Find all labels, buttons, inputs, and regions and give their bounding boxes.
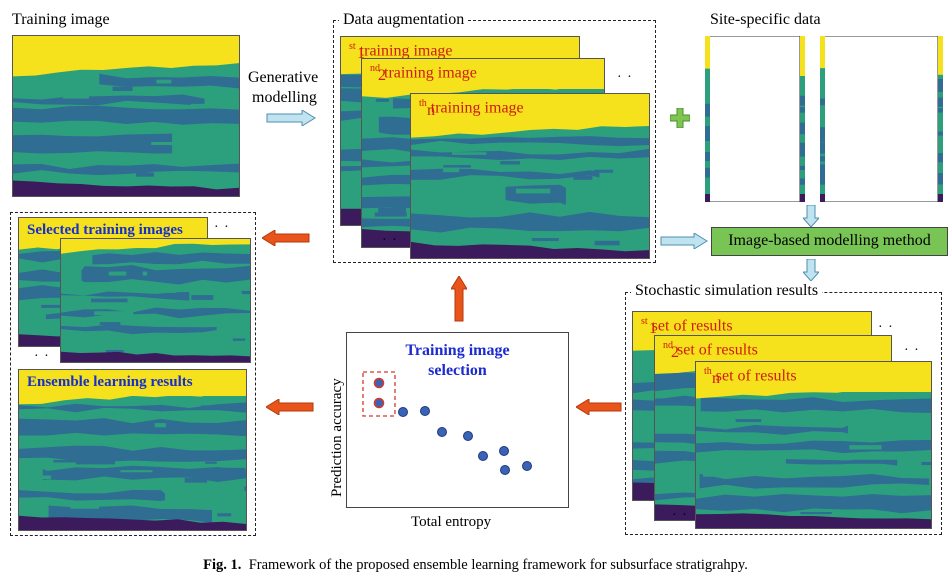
scatter-point <box>463 431 473 441</box>
left-arrow-icon <box>262 230 310 246</box>
selected-image-2 <box>60 238 251 363</box>
res-2-rest: set of results <box>673 341 758 359</box>
ellipsis: · · <box>617 70 633 85</box>
scatter-point <box>420 406 430 416</box>
image-based-modelling-method-box: Image-based modelling method <box>711 227 948 256</box>
ellipsis: · · <box>34 349 50 364</box>
results-set-n: n th set of results <box>695 361 932 529</box>
res-1-num: 1 <box>649 320 657 337</box>
up-arrow-icon <box>451 276 467 322</box>
res-n-rest: set of results <box>711 367 797 385</box>
stochastic-label: Stochastic simulation results <box>631 283 823 299</box>
y-axis-label: Prediction accuracy <box>329 378 345 497</box>
aug-image-n: n th training image <box>410 93 650 259</box>
left-arrow-icon <box>266 399 314 415</box>
caption-text: Framework of the proposed ensemble learn… <box>248 557 748 573</box>
aug-1-num: 1 <box>357 45 365 62</box>
training-image-panel <box>12 35 240 197</box>
res-n-sup: th <box>704 366 712 377</box>
selection-highlight-box <box>362 371 396 417</box>
selected-image-1-overlay <box>18 217 208 347</box>
generative-label-line1: Generative <box>248 69 319 86</box>
aug-n-num: n <box>427 102 435 119</box>
scatter-point <box>398 407 408 417</box>
res-n-num: n <box>712 370 720 387</box>
data-augmentation-frame <box>333 20 656 263</box>
training-image-label: Training image <box>12 11 110 28</box>
scatter-point <box>373 377 385 389</box>
aug-1-sup: st <box>349 41 356 52</box>
aug-1-rest: training image <box>355 42 453 60</box>
scatter-point <box>478 451 488 461</box>
ensemble-results-panel: Ensemble learning results <box>18 369 247 531</box>
site-specific-panel <box>704 35 943 203</box>
res-2-sup: nd <box>663 340 673 351</box>
selection-title-line1: Training image <box>405 342 510 359</box>
scatter-point <box>373 397 385 409</box>
selection-title-line2: selection <box>428 362 487 379</box>
ellipsis: · · <box>904 343 920 358</box>
scatter-point <box>500 465 510 475</box>
scatter-point <box>522 461 532 471</box>
x-axis-label: Total entropy <box>411 514 492 530</box>
down-arrow-icon <box>803 205 819 227</box>
right-arrow-icon <box>266 110 316 126</box>
aug-2-rest: training image <box>380 64 477 82</box>
ellipsis: · · <box>214 220 230 235</box>
data-augmentation-label: Data augmentation <box>339 12 469 28</box>
aug-2-num: 2 <box>378 67 386 84</box>
ensemble-learning-results-label: Ensemble learning results <box>27 374 193 390</box>
res-1-sup: st <box>641 316 648 327</box>
caption-fig-number: Fig. 1. <box>203 557 242 573</box>
ellipsis: · · <box>672 508 688 523</box>
aug-2-sup: nd <box>370 63 380 74</box>
right-arrow-icon <box>660 233 708 249</box>
left-arrow-icon <box>576 399 622 415</box>
scatter-plot <box>362 371 532 475</box>
plus-icon <box>670 108 690 128</box>
aug-n-sup: th <box>419 98 427 109</box>
down-arrow-icon <box>803 259 819 281</box>
res-2-num: 2 <box>671 344 679 361</box>
generative-label-line2: modelling <box>252 89 317 106</box>
training-image-selection-box: Training image selection <box>346 332 569 508</box>
scatter-point <box>437 427 447 437</box>
site-specific-label: Site-specific data <box>710 11 821 28</box>
aug-n-rest: training image <box>426 99 524 117</box>
scatter-point <box>499 446 509 456</box>
results-frame-left <box>10 212 256 536</box>
ellipsis: · · <box>382 233 398 248</box>
selected-training-images-label: Selected training images <box>27 222 183 238</box>
res-1-rest: set of results <box>647 317 733 335</box>
figure-caption: Fig. 1. Framework of the proposed ensemb… <box>0 557 951 574</box>
ellipsis: · · <box>878 320 894 335</box>
